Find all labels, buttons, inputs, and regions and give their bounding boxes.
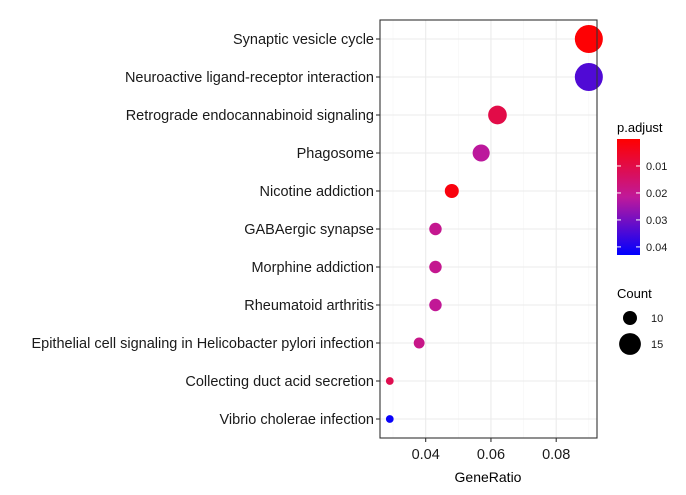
size-legend-key xyxy=(619,333,641,355)
data-point xyxy=(574,62,603,92)
data-point xyxy=(429,260,442,274)
data-point xyxy=(429,222,442,236)
color-legend-label: 0.04 xyxy=(646,242,667,254)
color-legend-bar xyxy=(617,139,640,255)
y-tick-label: Vibrio cholerae infection xyxy=(220,412,375,428)
color-legend-label: 0.03 xyxy=(646,215,667,227)
color-legend-label: 0.01 xyxy=(646,161,667,173)
size-legend-title: Count xyxy=(617,286,652,301)
y-tick-label: Collecting duct acid secretion xyxy=(185,374,374,390)
x-axis-title: GeneRatio xyxy=(455,469,522,485)
y-tick-label: Neuroactive ligand-receptor interaction xyxy=(125,70,374,86)
data-point xyxy=(444,184,459,198)
x-axis: 0.04 0.06 0.08 xyxy=(412,438,570,463)
size-legend-key xyxy=(623,311,637,325)
x-tick-label: 0.06 xyxy=(477,447,505,463)
data-points xyxy=(385,24,603,423)
y-tick-label: Synaptic vesicle cycle xyxy=(233,32,374,48)
size-legend-label: 10 xyxy=(651,313,663,325)
y-tick-label: Retrograde endocannabinoid signaling xyxy=(126,108,374,124)
y-axis: Synaptic vesicle cycle Neuroactive ligand… xyxy=(31,32,380,428)
data-point xyxy=(488,105,507,125)
color-legend-title: p.adjust xyxy=(617,120,663,135)
size-legend: Count 10 15 xyxy=(617,286,663,355)
y-tick-label: Rheumatoid arthritis xyxy=(244,298,374,314)
y-tick-label: Morphine addiction xyxy=(251,260,374,276)
color-legend-ticks: 0.01 0.02 0.03 0.04 xyxy=(617,161,667,254)
data-point xyxy=(472,144,490,162)
y-tick-label: Nicotine addiction xyxy=(260,184,374,200)
size-legend-label: 15 xyxy=(651,339,663,351)
color-legend: p.adjust 0.01 0.02 0.03 0.04 xyxy=(617,120,667,255)
color-legend-label: 0.02 xyxy=(646,188,667,200)
y-tick-label: Epithelial cell signaling in Helicobacte… xyxy=(31,336,374,352)
data-point xyxy=(574,24,603,54)
data-point xyxy=(413,337,425,349)
data-point xyxy=(385,415,394,423)
x-tick-label: 0.04 xyxy=(412,447,440,463)
data-point xyxy=(429,298,442,312)
y-tick-label: GABAergic synapse xyxy=(244,222,374,238)
data-point xyxy=(385,377,394,385)
x-tick-label: 0.08 xyxy=(542,447,570,463)
size-legend-keys: 10 15 xyxy=(619,311,663,355)
y-tick-label: Phagosome xyxy=(297,146,374,162)
